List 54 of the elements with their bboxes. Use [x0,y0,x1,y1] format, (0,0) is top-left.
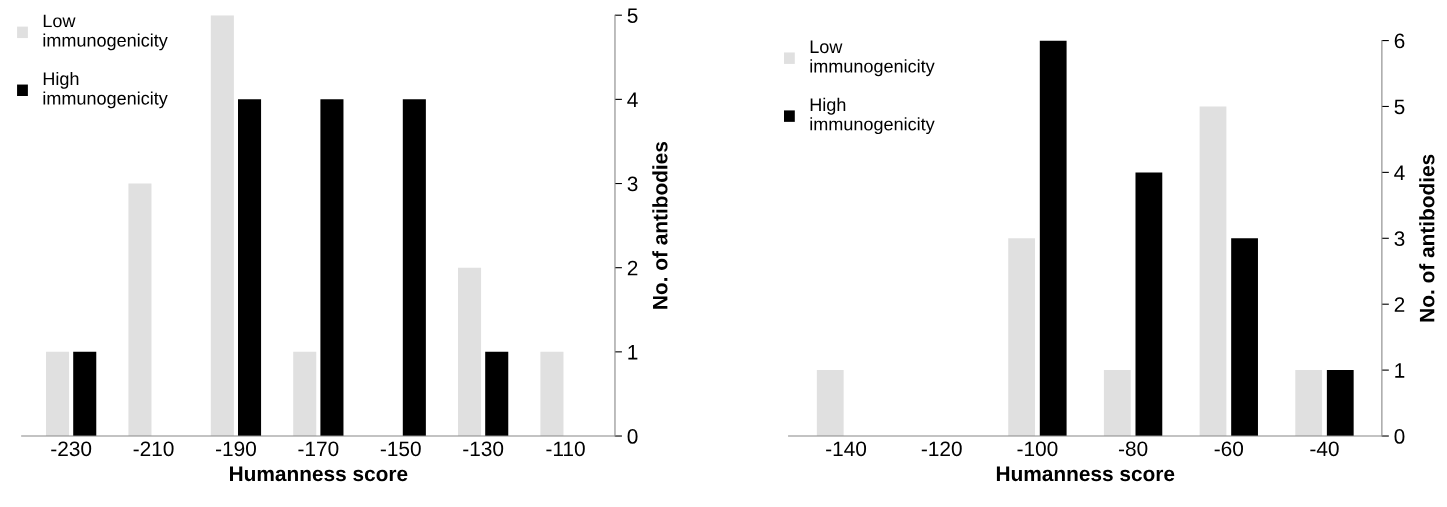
x-tick-label: -140 [826,441,867,457]
bar [210,15,234,437]
y-tick-label: 2 [1394,297,1405,312]
bar [1008,238,1036,437]
bar [402,99,426,437]
bar [1103,370,1131,437]
x-tick-label: -230 [51,441,92,457]
y-tick-label: 5 [1394,99,1405,115]
x-tick-label: -80 [1118,441,1148,457]
y-tick-label: 1 [1395,363,1405,378]
x-tick-label: -170 [298,441,339,457]
bar [1326,370,1354,437]
legend-label: High immunogenicity [43,71,168,109]
bar [128,183,152,437]
x-tick-label: -120 [921,441,962,457]
x-axis-title: Humanness score [996,466,1175,482]
bar [73,351,97,437]
bar [293,351,317,437]
x-tick-label: -40 [1310,441,1339,457]
y-tick-label: 0 [1394,429,1405,444]
x-tick-label: -130 [463,441,504,457]
bar [816,370,844,437]
y-tick-label: 4 [627,92,638,107]
x-tick-label: -60 [1214,441,1244,457]
bar [458,267,482,437]
y-tick-label: 3 [627,176,638,192]
x-tick-label: -210 [133,441,174,457]
bar [238,99,262,437]
y-tick-label: 4 [1394,165,1405,180]
x-tick-label: -110 [546,441,585,457]
bar [540,351,564,437]
bar [1295,370,1323,437]
y-tick-label: 6 [1394,33,1405,49]
y-tick-label: 5 [627,8,638,23]
y-axis-title: No. of antibodies [1419,154,1435,322]
legend-label: High immunogenicity [810,97,935,135]
bar [46,351,70,437]
bar [1135,172,1163,437]
x-tick-label: -190 [216,441,256,457]
legend-label: Low immunogenicity [810,40,935,77]
x-axis-title: Humanness score [230,466,408,482]
bar [485,351,509,437]
y-tick-label: 0 [627,429,638,444]
x-tick-label: -150 [380,441,421,457]
x-tick-label: -100 [1017,441,1058,457]
bar [1199,106,1227,437]
bar [1039,40,1067,437]
y-tick-label: 3 [1394,231,1405,247]
y-tick-label: 2 [627,260,638,276]
y-axis-title: No. of antibodies [652,141,668,309]
legend-label: Low immunogenicity [43,14,168,51]
y-tick-label: 1 [628,345,638,360]
bar [1231,238,1258,437]
bar [320,99,344,437]
